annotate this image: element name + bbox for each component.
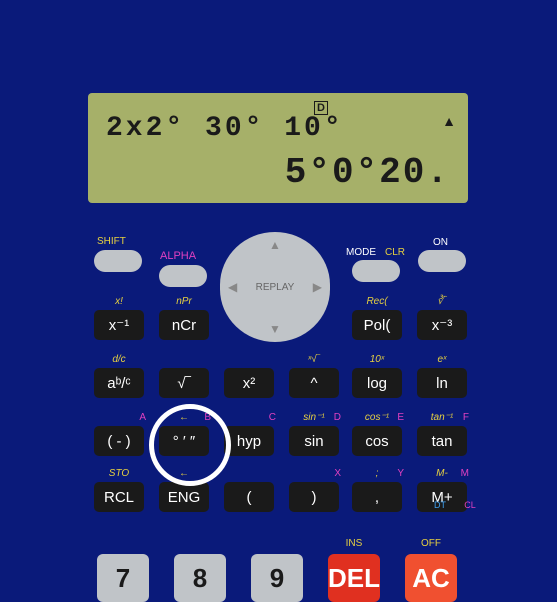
close-paren-button[interactable]: ) [289,482,339,512]
hyp-button[interactable]: hyp [224,426,274,456]
on-button[interactable] [418,250,466,272]
open-paren-button[interactable]: ( [224,482,274,512]
on-label: ON [433,237,448,248]
lcd-display: D ▲ 2x2° 30° 10° 5°0°20. [88,93,468,203]
x-inverse-button[interactable]: x⁻¹ [94,310,144,340]
npr-label: nPr [159,296,209,310]
ncr-button[interactable]: nCr [159,310,209,340]
log-button[interactable]: log [352,368,402,398]
alpha-label: ALPHA [160,250,196,262]
chevron-right-icon[interactable]: ▶ [313,280,322,294]
letter-b: B [204,412,211,423]
ten-x-label: 10ˣ [352,354,402,368]
digit-9-button[interactable]: 9 [251,554,303,602]
mode-label: MODE [346,247,376,258]
tan-button[interactable]: tan [417,426,467,456]
cos-button[interactable]: cos [352,426,402,456]
eng-button[interactable]: ENG [159,482,209,512]
replay-label: REPLAY [256,282,295,293]
rec-label: Rec( [352,296,402,310]
chevron-up-icon[interactable]: ▲ [269,238,281,252]
mode-button[interactable] [352,260,400,282]
negate-button[interactable]: ( - ) [94,426,144,456]
dc-label: d/c [94,354,144,368]
abc-button[interactable]: aᵇ/ᶜ [94,368,144,398]
letter-f: F [463,412,469,423]
dms-button[interactable]: ° ′ ″ [159,426,209,456]
comma-button[interactable]: , [352,482,402,512]
del-button[interactable]: DEL [328,554,380,602]
display-arrow-icon: ▲ [442,113,456,129]
power-button[interactable]: ^ [289,368,339,398]
x-cube-inverse-button[interactable]: x⁻³ [417,310,467,340]
sqrt-button[interactable]: √‾ [159,368,209,398]
letter-d: D [334,412,341,423]
letter-m: M [461,468,469,479]
x-squared-button[interactable]: x² [224,368,274,398]
off-label: OFF [405,538,457,549]
ln-button[interactable]: ln [417,368,467,398]
ins-label: INS [328,538,380,549]
cl-label: CL [445,500,495,510]
chevron-left-icon[interactable]: ◀ [228,280,237,294]
xroot-label: ˣ√‾ [289,354,339,368]
clr-label: CLR [385,247,405,258]
letter-y: Y [397,468,404,479]
letter-x: X [334,468,341,479]
digit-7-button[interactable]: 7 [97,554,149,602]
sto-label: STO [94,468,144,482]
pol-button[interactable]: Pol( [352,310,402,340]
letter-c: C [269,412,276,423]
shift-label: SHIFT [97,236,126,247]
rcl-button[interactable]: RCL [94,482,144,512]
display-result-line: 5°0°20. [285,152,450,193]
calculator-body: D ▲ 2x2° 30° 10° 5°0°20. SHIFT ALPHA MOD… [0,0,557,589]
shift-button[interactable] [94,250,142,272]
letter-a: A [139,412,146,423]
letter-e: E [397,412,404,423]
replay-pad[interactable]: ▲ ▼ ◀ ▶ REPLAY [220,232,330,342]
cube-root-label: ∛‾ [417,296,467,310]
chevron-down-icon[interactable]: ▼ [269,322,281,336]
digit-8-button[interactable]: 8 [174,554,226,602]
e-x-label: eˣ [417,354,467,368]
display-input-line: 2x2° 30° 10° [106,113,344,144]
ac-button[interactable]: AC [405,554,457,602]
sin-button[interactable]: sin [289,426,339,456]
x-factorial-label: x! [94,296,144,310]
alpha-button[interactable] [159,265,207,287]
